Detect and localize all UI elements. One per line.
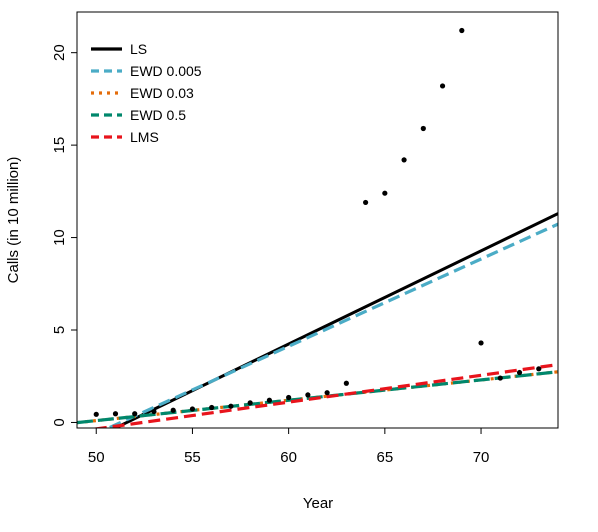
series-line-lms [91,362,558,428]
y-tick-label: 10 [51,229,68,246]
data-point [516,369,523,376]
series-line-ls [111,212,558,428]
x-tick-label: 70 [473,449,490,466]
data-point [439,83,446,89]
data-point [189,406,196,412]
x-axis-label: Year [303,495,333,512]
data-point [324,390,330,396]
data-point [382,190,388,196]
data-point [343,380,349,386]
series-line-ewd-0-005 [104,222,558,428]
data-point [478,340,484,346]
legend-label: LMS [130,129,159,145]
legend-label: EWD 0.5 [130,107,186,123]
legend-label: LS [130,41,147,57]
data-point [170,407,176,413]
data-point [363,199,369,206]
data-point [93,411,99,417]
data-point [112,411,119,417]
y-tick-label: 5 [51,326,68,334]
plot-frame [76,11,559,429]
data-point [228,403,234,409]
x-tick-label: 65 [376,449,393,466]
data-point [209,404,215,411]
legend-label: EWD 0.03 [130,85,194,101]
data-point [247,400,253,406]
data-point [536,366,542,372]
y-axis-label: Calls (in 10 million) [5,157,22,284]
y-tick-label: 15 [51,137,68,154]
x-tick-label: 60 [280,449,297,466]
data-point [420,125,426,132]
y-tick-label: 0 [51,418,68,426]
x-tick-label: 55 [184,449,201,466]
data-point [401,157,407,163]
data-point [459,27,465,34]
data-point [305,392,311,398]
series-lines [77,212,558,428]
data-point [286,394,292,401]
data-point [266,397,272,403]
x-axis: 50 55 60 65 70 [88,428,489,466]
y-tick-label: 20 [51,44,68,61]
data-points [93,27,542,417]
data-point [132,411,138,417]
data-point [497,375,503,381]
data-point [151,408,157,415]
x-tick-label: 50 [88,449,105,466]
legend-label: EWD 0.005 [130,63,202,79]
legend: LS EWD 0.005 EWD 0.03 EWD 0.5 LMS [91,41,202,145]
y-axis: 0 5 10 15 20 [51,44,77,427]
